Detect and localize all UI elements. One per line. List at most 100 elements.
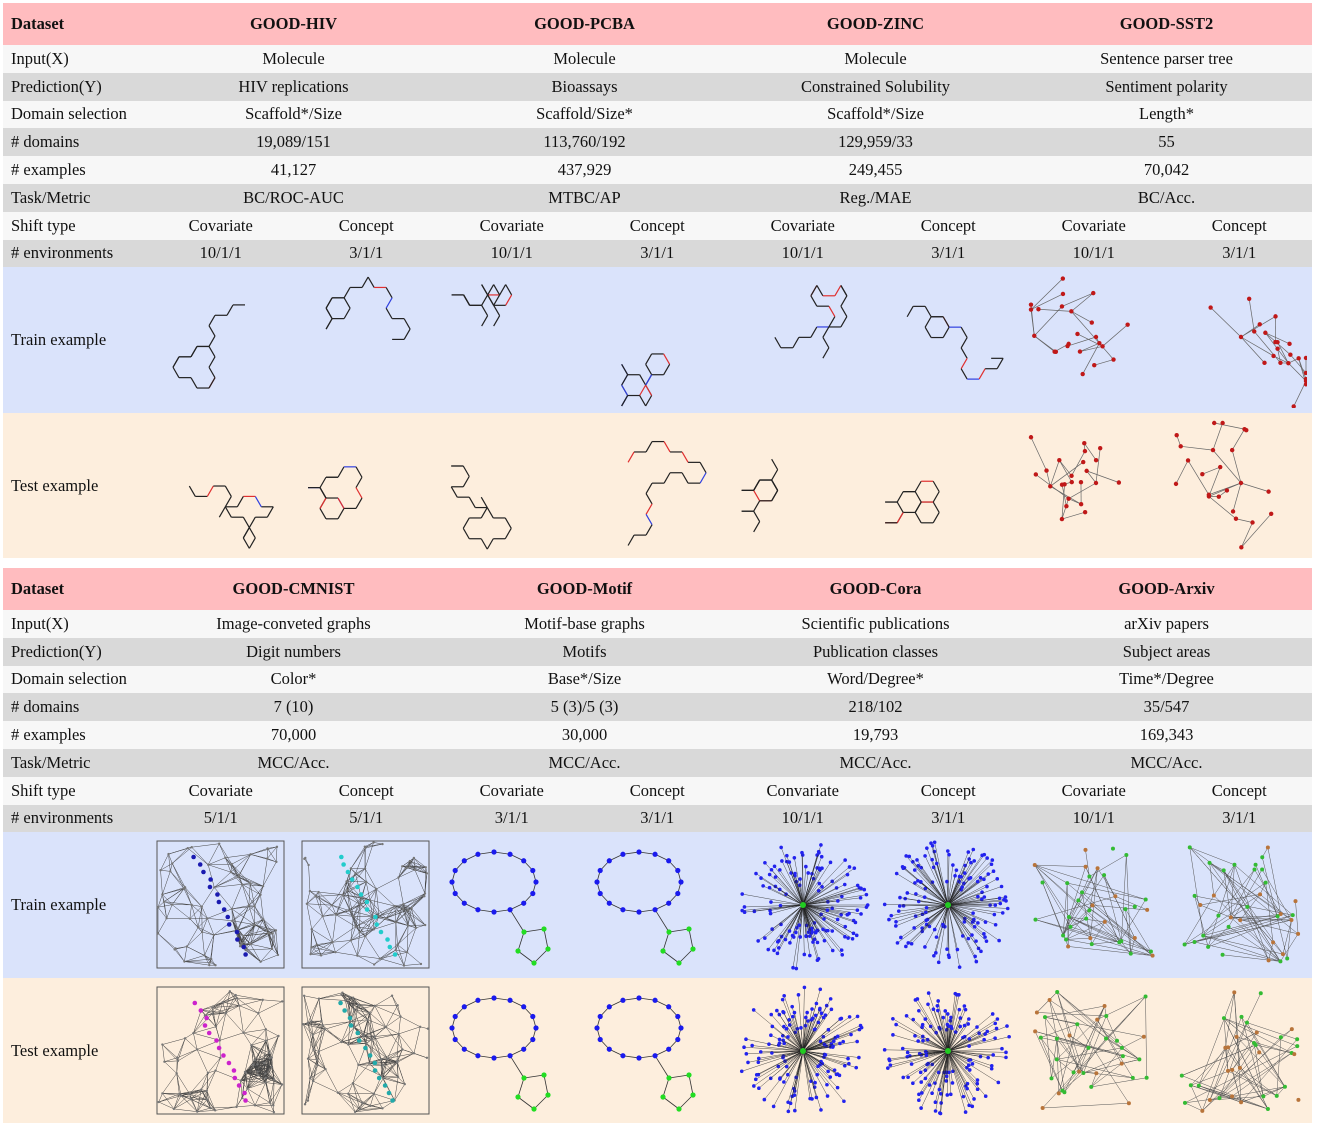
cell: Covariate — [439, 211, 585, 240]
row-label: Prediction(Y) — [3, 72, 148, 101]
cell: 249,455 — [730, 156, 1021, 184]
cell: 113,760/192 — [439, 128, 730, 157]
cell: 437,929 — [439, 156, 730, 184]
example-graph — [740, 843, 870, 971]
row-label: Test example — [11, 1040, 99, 1060]
dataset-name: GOOD-Cora — [730, 568, 1021, 610]
row-label: Task/Metric — [3, 749, 148, 777]
cell: 55 — [1021, 128, 1312, 157]
example-graph — [621, 353, 671, 407]
cell: 30,000 — [439, 721, 730, 749]
cell: Scaffold/Size* — [439, 100, 730, 129]
cell: Time*/Degree — [1021, 665, 1312, 694]
example-graph — [1032, 846, 1155, 958]
cell: 5/1/1 — [293, 804, 439, 833]
cell: Word/Degree* — [730, 665, 1021, 694]
header-label: Dataset — [3, 568, 148, 610]
cell: Concept — [584, 211, 730, 240]
example-graph — [449, 849, 551, 966]
row-label: # environments — [3, 239, 148, 268]
cell: 218/102 — [730, 693, 1021, 722]
dataset-name: GOOD-PCBA — [439, 3, 730, 45]
row-label: Test example — [11, 475, 99, 495]
example-graph — [1028, 434, 1121, 521]
cell: 3/1/1 — [1166, 804, 1312, 833]
cell: 10/1/1 — [730, 239, 876, 268]
cell: 19,793 — [730, 721, 1021, 749]
dataset-name: GOOD-Arxiv — [1021, 568, 1312, 610]
header-label: Dataset — [3, 3, 148, 45]
cell: Scientific publications — [730, 610, 1021, 638]
cell: Covariate — [148, 776, 294, 805]
dataset-name: GOOD-Motif — [439, 568, 730, 610]
cell: Motif-base graphs — [439, 610, 730, 638]
example-graph — [774, 285, 848, 359]
cell: Scaffold*/Size — [148, 100, 439, 129]
cell: 3/1/1 — [875, 239, 1021, 268]
cell: MCC/Acc. — [1021, 749, 1312, 777]
cell: 70,000 — [148, 721, 439, 749]
dataset-name: GOOD-CMNIST — [148, 568, 439, 610]
example-graph — [885, 480, 940, 524]
cell: Publication classes — [730, 637, 1021, 666]
cell: 3/1/1 — [584, 804, 730, 833]
example-graph — [594, 995, 696, 1112]
example-graph — [739, 985, 864, 1113]
row-label: # examples — [3, 156, 148, 184]
example-graph — [308, 465, 363, 520]
example-graph — [1028, 276, 1130, 377]
cell: Concept — [584, 776, 730, 805]
cell: Covariate — [148, 211, 294, 240]
cell: Digit numbers — [148, 637, 439, 666]
cell: Concept — [293, 776, 439, 805]
cell: 3/1/1 — [875, 804, 1021, 833]
example-graph — [1182, 845, 1301, 964]
cell: 41,127 — [148, 156, 439, 184]
cell: BC/Acc. — [1021, 184, 1312, 212]
cell: Concept — [1166, 776, 1312, 805]
cell: Molecule — [148, 45, 439, 73]
example-graph — [188, 485, 274, 549]
cell: Molecule — [439, 45, 730, 73]
row-label: # domains — [3, 128, 148, 157]
cell: Bioassays — [439, 72, 730, 101]
example-graph — [449, 995, 551, 1112]
cell: Constrained Solubility — [730, 72, 1021, 101]
row-label: # domains — [3, 693, 148, 722]
example-graph — [627, 440, 707, 546]
row-label: Prediction(Y) — [3, 637, 148, 666]
row-label: Task/Metric — [3, 184, 148, 212]
example-graph — [325, 276, 411, 341]
cell: 3/1/1 — [1166, 239, 1312, 268]
cell: 5 (3)/5 (3) — [439, 693, 730, 722]
cell: 10/1/1 — [148, 239, 294, 268]
cell: 169,343 — [1021, 721, 1312, 749]
cell: Color* — [148, 665, 439, 694]
example-graph — [451, 284, 512, 327]
cell: Image-conveted graphs — [148, 610, 439, 638]
example-graph — [156, 840, 285, 969]
example-graph — [883, 990, 1012, 1115]
example-graph — [1180, 989, 1301, 1113]
dataset-name: GOOD-ZINC — [730, 3, 1021, 45]
example-graph — [156, 986, 285, 1115]
cell: Sentiment polarity — [1021, 72, 1312, 101]
cell: 10/1/1 — [1021, 239, 1167, 268]
cell: MCC/Acc. — [730, 749, 1021, 777]
cell: Concept — [875, 776, 1021, 805]
example-graph — [450, 465, 512, 550]
cell: Covariate — [730, 211, 876, 240]
example-graph — [172, 304, 245, 389]
cell: Concept — [875, 211, 1021, 240]
cell: MCC/Acc. — [439, 749, 730, 777]
example-graph — [1208, 296, 1308, 409]
cell: 70,042 — [1021, 156, 1312, 184]
dataset-name: GOOD-HIV — [148, 3, 439, 45]
cell: MTBC/AP — [439, 184, 730, 212]
cell: Motifs — [439, 637, 730, 666]
example-graph — [883, 840, 1010, 970]
row-label: Domain selection — [3, 100, 148, 129]
cell: Molecule — [730, 45, 1021, 73]
cell: 3/1/1 — [293, 239, 439, 268]
